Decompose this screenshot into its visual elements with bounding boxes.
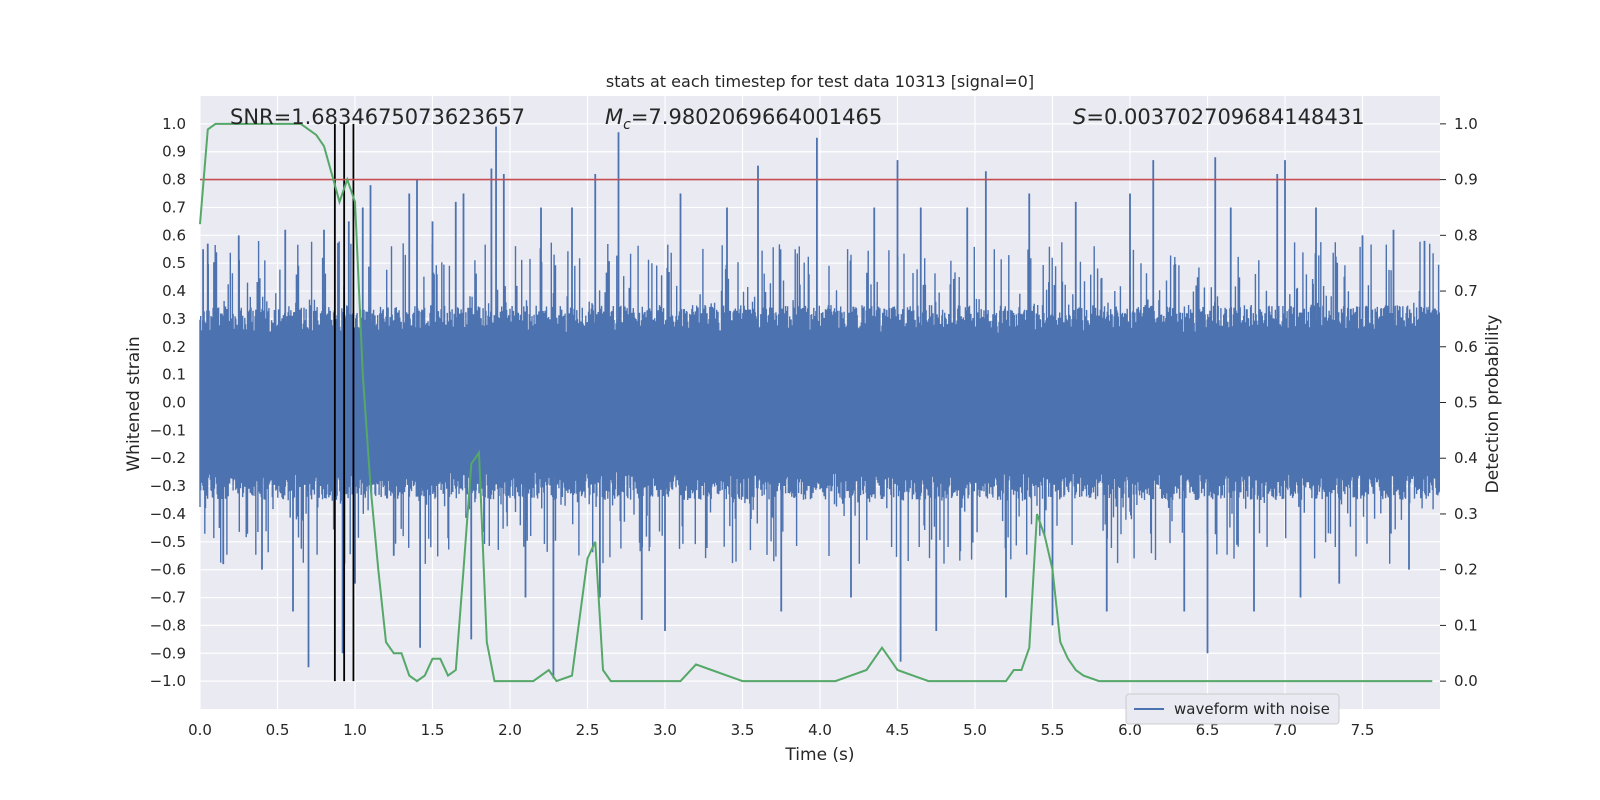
y-right-tick-label: 0.7 (1454, 282, 1478, 300)
y-left-tick-label: 0.9 (162, 143, 186, 161)
y-left-tick-label: −1.0 (150, 672, 186, 690)
x-tick-label: 1.5 (421, 721, 445, 739)
y-left-tick-label: 0.5 (162, 254, 186, 272)
y-right-tick-label: 0.3 (1454, 505, 1478, 523)
y-right-tick-label: 0.8 (1454, 226, 1478, 244)
x-tick-label: 7.0 (1273, 721, 1297, 739)
y-left-tick-label: 0.3 (162, 310, 186, 328)
y-left-tick-label: −0.6 (150, 561, 186, 579)
y-left-tick-label: 0.0 (162, 394, 186, 412)
legend: waveform with noise (1125, 693, 1340, 725)
y-left-tick-label: −0.3 (150, 477, 186, 495)
y-left-tick-label: −0.4 (150, 505, 186, 523)
vertical-markers (333, 123, 355, 682)
probability-line (199, 122, 1433, 683)
chirp-mass-value: =7.9802069664001465 (631, 105, 882, 129)
y-right-axis-ticks: 1.0 0.9 0.8 0.7 0.6 0.5 0.4 0.3 0.2 0.1 0.0 (1440, 115, 1478, 690)
y-left-tick-label: −0.7 (150, 589, 186, 607)
probability-series (199, 122, 1433, 683)
y-right-tick-label: 1.0 (1454, 115, 1478, 133)
s-value: =0.003702709684148431 (1086, 105, 1364, 129)
y-left-tick-label: −0.5 (150, 533, 186, 551)
y-left-tick-label: 0.7 (162, 198, 186, 216)
waveform-core (200, 332, 1440, 473)
x-tick-label: 3.0 (653, 721, 677, 739)
s-symbol: S (1073, 105, 1086, 129)
y-right-tick-label: 0.2 (1454, 561, 1478, 579)
x-tick-label: 7.5 (1351, 721, 1375, 739)
s-annotation: S=0.003702709684148431 (1073, 105, 1364, 129)
x-tick-label: 5.0 (963, 721, 987, 739)
y-right-tick-label: 0.9 (1454, 171, 1478, 189)
y-left-tick-label: 0.1 (162, 366, 186, 384)
chirp-mass-symbol: M (605, 105, 623, 129)
chart-title: stats at each timestep for test data 103… (606, 72, 1034, 91)
x-tick-label: 2.5 (576, 721, 600, 739)
y-left-tick-label: 0.4 (162, 282, 186, 300)
x-axis-label: Time (s) (784, 745, 854, 765)
y-right-tick-label: 0.5 (1454, 394, 1478, 412)
x-tick-label: 0.0 (188, 721, 212, 739)
x-tick-label: 4.5 (886, 721, 910, 739)
legend-box (1125, 693, 1340, 725)
x-tick-label: 5.5 (1041, 721, 1065, 739)
x-tick-label: 4.0 (808, 721, 832, 739)
y-left-tick-label: 0.8 (162, 171, 186, 189)
x-tick-label: 2.0 (498, 721, 522, 739)
y-left-tick-label: 1.0 (162, 115, 186, 133)
y-left-tick-label: −0.1 (150, 421, 186, 439)
y-right-tick-label: 0.6 (1454, 338, 1478, 356)
y-left-axis-label: Whitened strain (124, 336, 144, 471)
y-right-tick-label: 0.1 (1454, 616, 1478, 634)
x-tick-label: 3.5 (731, 721, 755, 739)
chirp-mass-subscript: c (623, 117, 631, 133)
y-left-tick-label: −0.2 (150, 449, 186, 467)
y-left-tick-label: 0.2 (162, 338, 186, 356)
y-left-tick-label: 0.6 (162, 226, 186, 244)
y-left-tick-label: −0.9 (150, 644, 186, 662)
y-right-axis-label: Detection probability (1483, 315, 1503, 494)
x-axis-ticks: 0.0 0.5 1.0 1.5 2.0 2.5 3.0 3.5 4.0 4.5 5.0 5.5 6.0 6… (188, 721, 1374, 739)
chirp-mass-annotation: Mc=7.9802069664001465 (605, 105, 882, 133)
y-left-axis-ticks: 1.0 0.9 0.8 0.7 0.6 0.5 0.4 0.3 0.2 0.1 0.0 −0.1 −0.… (150, 115, 186, 690)
legend-label: waveform with noise (1174, 700, 1330, 718)
y-right-tick-label: 0.4 (1454, 449, 1478, 467)
x-tick-label: 1.0 (343, 721, 367, 739)
snr-annotation: SNR=1.6834675073623657 (230, 105, 525, 129)
waveform-series (199, 126, 1440, 679)
x-tick-label: 0.5 (266, 721, 290, 739)
x-tick-label: 6.0 (1118, 721, 1142, 739)
x-tick-label: 6.5 (1196, 721, 1220, 739)
y-left-tick-label: −0.8 (150, 616, 186, 634)
y-right-tick-label: 0.0 (1454, 672, 1478, 690)
